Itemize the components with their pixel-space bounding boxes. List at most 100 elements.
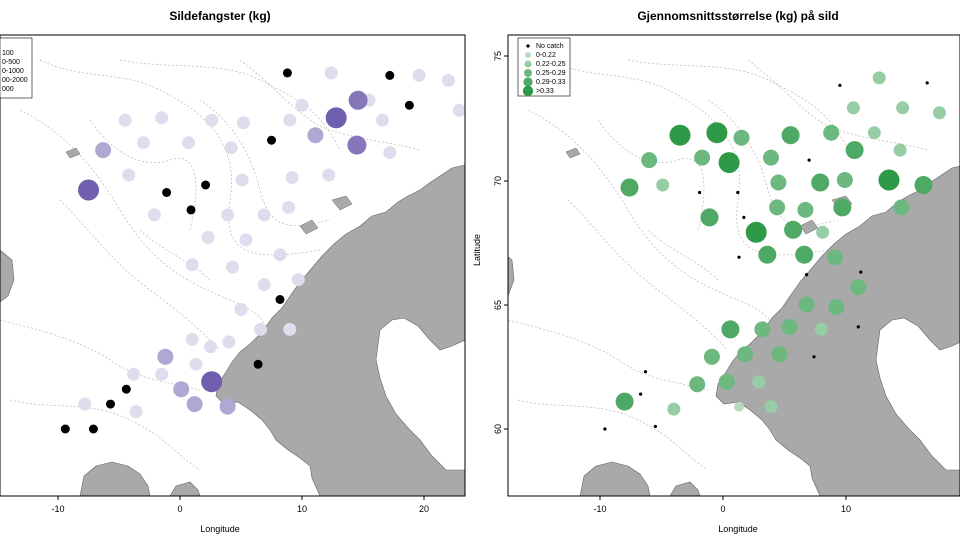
station-point bbox=[257, 208, 271, 222]
station-point bbox=[257, 278, 271, 292]
station-point bbox=[769, 199, 786, 216]
station-point bbox=[620, 178, 639, 197]
station-point bbox=[615, 392, 634, 411]
left-legend-entry: 000 bbox=[2, 86, 14, 93]
station-point bbox=[295, 98, 309, 112]
station-point bbox=[734, 401, 744, 412]
station-point bbox=[737, 255, 741, 259]
station-point bbox=[322, 168, 336, 182]
left-legend-entry: 0-1000 bbox=[2, 68, 24, 75]
station-point bbox=[412, 68, 426, 82]
station-point bbox=[859, 270, 863, 274]
station-point bbox=[736, 190, 740, 195]
station-point bbox=[752, 375, 766, 389]
legend-symbol bbox=[524, 60, 532, 68]
station-point bbox=[275, 295, 285, 304]
station-point bbox=[694, 149, 711, 166]
station-point bbox=[222, 335, 236, 349]
station-point bbox=[669, 124, 691, 146]
station-point bbox=[376, 113, 389, 127]
station-point bbox=[933, 106, 946, 120]
station-point bbox=[147, 208, 161, 222]
station-point bbox=[798, 296, 815, 313]
station-point bbox=[291, 273, 305, 287]
left-x-axis-label: Longitude bbox=[200, 524, 240, 534]
right-legend: No catch 0-0.22 0.22-0.25 0.25-0.29 0.29… bbox=[517, 37, 571, 97]
left-legend-entry: 0-500 bbox=[2, 59, 20, 66]
left-map-frame bbox=[0, 34, 466, 497]
station-point bbox=[797, 201, 814, 218]
x-tick-label: -10 bbox=[593, 504, 606, 514]
station-point bbox=[603, 427, 607, 431]
station-point bbox=[186, 205, 196, 215]
station-point bbox=[325, 107, 347, 129]
legend-symbol bbox=[525, 52, 531, 58]
y-tick-label: 70 bbox=[493, 176, 503, 186]
station-point bbox=[846, 101, 860, 115]
station-point bbox=[236, 116, 250, 130]
station-point bbox=[795, 245, 814, 264]
station-point bbox=[348, 90, 368, 110]
left-catch-points bbox=[60, 66, 465, 434]
station-point bbox=[823, 124, 840, 141]
station-point bbox=[811, 173, 830, 192]
station-point bbox=[78, 179, 99, 201]
station-point bbox=[452, 103, 465, 117]
station-point bbox=[698, 190, 702, 195]
station-point bbox=[383, 146, 397, 160]
station-point bbox=[155, 111, 169, 125]
station-point bbox=[706, 122, 728, 144]
station-point bbox=[441, 73, 455, 87]
station-point bbox=[226, 260, 239, 274]
station-point bbox=[224, 141, 238, 155]
station-point bbox=[812, 355, 816, 359]
station-point bbox=[667, 402, 681, 416]
station-point bbox=[758, 245, 777, 264]
station-point bbox=[856, 325, 860, 329]
x-tick-label: 0 bbox=[720, 504, 725, 514]
left-legend-entry: 00-2000 bbox=[2, 77, 28, 84]
station-point bbox=[896, 101, 910, 115]
legend-symbol bbox=[526, 44, 530, 48]
station-point bbox=[833, 198, 852, 217]
station-point bbox=[173, 381, 190, 398]
right-map-title: Gjennomsnittsstørrelse (kg) på sild bbox=[637, 9, 839, 23]
station-point bbox=[814, 322, 828, 336]
station-point bbox=[205, 113, 219, 127]
station-point bbox=[234, 303, 248, 316]
station-point bbox=[267, 135, 276, 145]
x-tick-label: -10 bbox=[51, 504, 64, 514]
station-point bbox=[781, 318, 798, 335]
station-point bbox=[867, 126, 881, 140]
right-legend-entry: 0-0.22 bbox=[536, 52, 556, 59]
x-tick-label: 10 bbox=[297, 504, 307, 514]
right-legend-entry: 0.25-0.29 bbox=[536, 70, 566, 77]
station-point bbox=[254, 322, 267, 336]
left-legend-entry: 100 bbox=[2, 50, 14, 57]
station-point bbox=[307, 127, 324, 144]
station-point bbox=[754, 321, 771, 338]
station-point bbox=[643, 370, 648, 374]
station-point bbox=[641, 152, 658, 169]
station-point bbox=[185, 258, 199, 272]
station-point bbox=[737, 346, 754, 363]
station-point bbox=[118, 113, 132, 127]
right-legend-entry: 0.22-0.25 bbox=[536, 61, 566, 68]
station-point bbox=[653, 424, 658, 429]
station-point bbox=[185, 332, 199, 346]
y-tick-label: 60 bbox=[493, 424, 503, 434]
legend-symbol bbox=[523, 77, 533, 87]
x-tick-label: 0 bbox=[177, 504, 182, 514]
station-point bbox=[925, 81, 929, 85]
station-point bbox=[285, 171, 299, 184]
station-point bbox=[122, 168, 136, 182]
station-point bbox=[718, 373, 735, 390]
station-point bbox=[88, 424, 98, 434]
station-point bbox=[836, 172, 853, 188]
station-point bbox=[253, 359, 263, 369]
station-point bbox=[733, 129, 750, 146]
station-point bbox=[155, 367, 169, 381]
right-map-frame bbox=[507, 34, 960, 497]
station-point bbox=[201, 371, 223, 393]
